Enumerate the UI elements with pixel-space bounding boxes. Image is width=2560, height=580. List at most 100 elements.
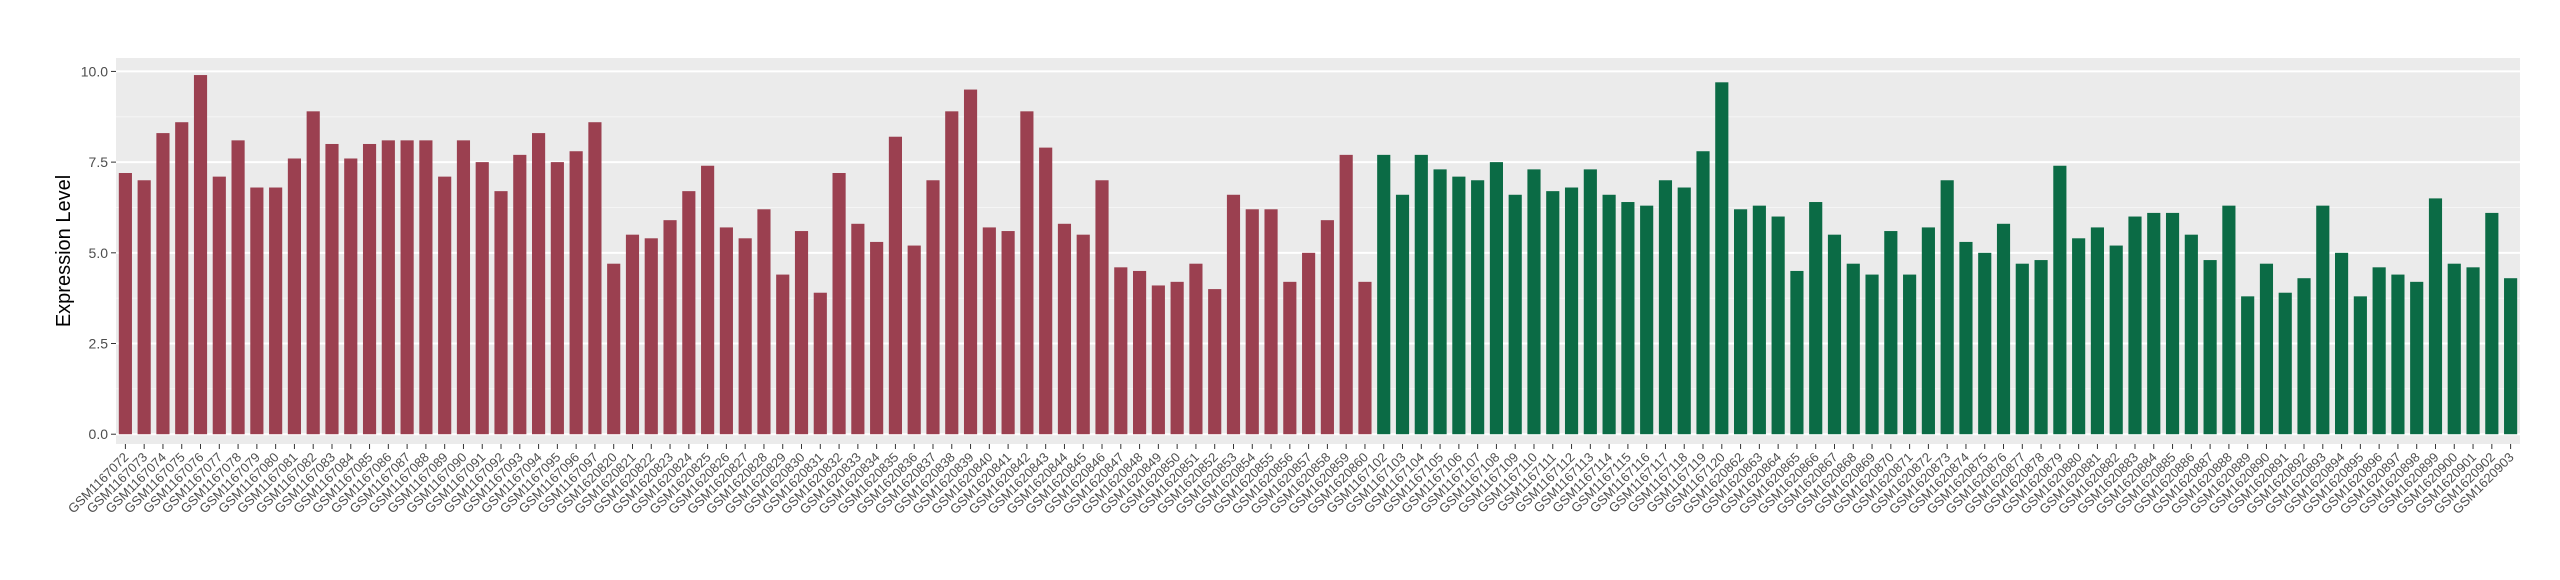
bar	[2259, 263, 2274, 435]
bar	[2504, 278, 2518, 435]
bar	[625, 234, 640, 435]
bar	[1095, 180, 1109, 435]
bar	[1621, 202, 1635, 435]
bar	[1884, 231, 1898, 435]
bar	[1433, 169, 1447, 435]
bar	[156, 133, 170, 435]
bar	[1339, 154, 1353, 435]
bar	[2109, 245, 2123, 435]
bar	[1846, 263, 1860, 435]
bar	[1377, 154, 1391, 435]
bar	[1752, 205, 1766, 435]
bar	[776, 274, 790, 435]
bar	[644, 238, 658, 435]
bar	[1245, 209, 1259, 435]
bar	[870, 241, 884, 435]
bar	[1996, 223, 2011, 435]
bar	[269, 187, 283, 435]
bar	[1508, 194, 1522, 435]
bar	[2090, 227, 2104, 435]
bar	[287, 158, 301, 435]
bar	[1602, 194, 1616, 435]
bar	[438, 176, 452, 435]
bar	[757, 209, 771, 435]
bar	[2335, 252, 2349, 435]
bar	[1771, 216, 1785, 435]
bar	[2034, 260, 2048, 435]
bar	[1978, 252, 1992, 435]
bar	[2297, 278, 2311, 435]
bar	[513, 154, 527, 435]
bar	[1921, 227, 1935, 435]
bar	[701, 165, 715, 435]
bar	[2391, 274, 2405, 435]
bar	[306, 111, 320, 435]
bar	[2428, 198, 2443, 435]
bar	[2485, 212, 2499, 435]
bar	[1114, 267, 1128, 435]
bar	[832, 173, 846, 435]
bar	[118, 173, 132, 435]
bar	[569, 151, 583, 435]
bar	[813, 292, 827, 435]
bar	[456, 140, 471, 435]
bar	[2203, 260, 2217, 435]
bar	[1827, 234, 1842, 435]
bar	[2053, 165, 2067, 435]
bar	[1133, 270, 1147, 435]
bar	[1395, 194, 1410, 435]
bar	[2147, 212, 2161, 435]
bar	[2072, 238, 2086, 435]
bar	[2410, 281, 2424, 435]
bar	[475, 162, 489, 435]
bar	[231, 140, 245, 435]
bar	[663, 220, 677, 435]
bar	[532, 133, 546, 435]
bar	[1471, 180, 1485, 435]
bar	[1208, 289, 1222, 435]
bar	[945, 111, 959, 435]
bar	[2015, 263, 2029, 435]
bar	[588, 122, 602, 435]
bar	[362, 143, 377, 435]
bar	[1658, 180, 1673, 435]
bar	[1283, 281, 1297, 435]
bar	[1302, 252, 1316, 435]
bar	[888, 136, 902, 435]
bar	[2278, 292, 2292, 435]
bar	[1865, 274, 1879, 435]
bar	[1076, 234, 1090, 435]
bar	[193, 75, 208, 435]
y-axis-label: Expression Level	[53, 175, 75, 327]
bar	[719, 227, 733, 435]
bar	[851, 223, 865, 435]
bar	[344, 158, 358, 435]
bar	[325, 143, 339, 435]
bar	[2184, 234, 2198, 435]
bar	[982, 227, 996, 435]
bar	[1564, 187, 1579, 435]
bar	[1414, 154, 1428, 435]
bar	[2128, 216, 2142, 435]
y-tick-label: 5.0	[89, 245, 109, 261]
bar	[1696, 151, 1710, 435]
bar	[250, 187, 264, 435]
bar	[2466, 267, 2480, 435]
bar	[1039, 147, 1053, 435]
bar	[137, 180, 151, 435]
bar	[1452, 176, 1466, 435]
bar	[682, 191, 696, 435]
bar	[1170, 281, 1184, 435]
bar	[1583, 169, 1597, 435]
bar	[1189, 263, 1203, 435]
y-tick-label: 7.5	[89, 154, 109, 170]
bar	[2353, 296, 2367, 435]
bar	[1546, 191, 1560, 435]
bar	[2372, 267, 2386, 435]
bar	[419, 140, 433, 435]
bar	[1715, 82, 1729, 435]
bar	[400, 140, 414, 435]
bar	[2241, 296, 2255, 435]
bar	[1640, 205, 1654, 435]
